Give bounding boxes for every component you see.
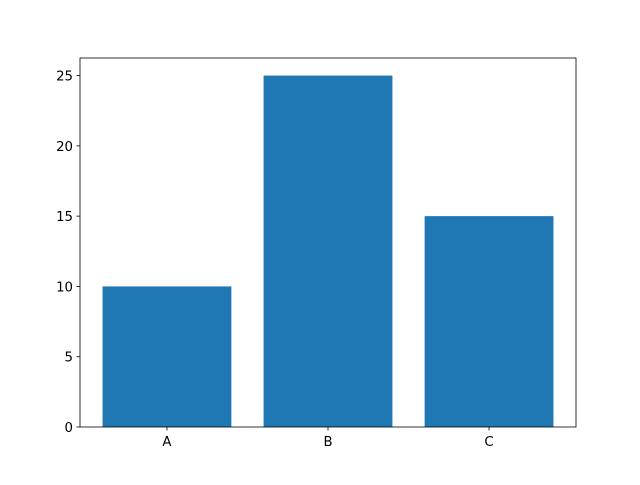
y-axis: 0 5 10 15 20 25 xyxy=(56,70,80,436)
y-tick-label: 10 xyxy=(56,280,73,295)
y-tick-label: 5 xyxy=(65,351,73,366)
bar-A xyxy=(102,286,232,427)
bar-C xyxy=(424,216,554,427)
x-axis: A B C xyxy=(162,427,494,450)
y-tick-label: 25 xyxy=(56,70,73,85)
y-tick-label: 20 xyxy=(56,140,73,155)
bar-B xyxy=(263,75,393,428)
y-tick-label: 0 xyxy=(65,421,73,436)
x-tick-label: C xyxy=(484,435,493,450)
bars xyxy=(102,75,554,428)
x-tick-label: A xyxy=(162,435,171,450)
y-tick-label: 15 xyxy=(56,210,73,225)
x-tick-label: B xyxy=(323,435,332,450)
